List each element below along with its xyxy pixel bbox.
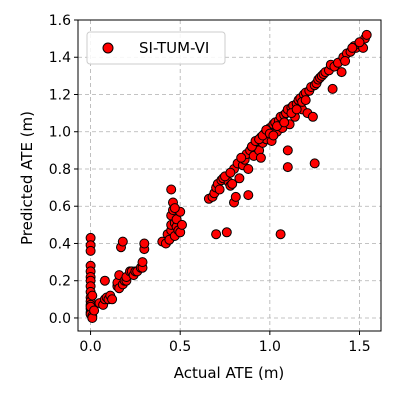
- data-point: [309, 158, 320, 169]
- data-point: [300, 95, 311, 106]
- data-point: [307, 111, 318, 122]
- data-point: [107, 294, 118, 305]
- data-point: [89, 305, 100, 316]
- x-tick-label: 1.5: [348, 339, 370, 355]
- legend-marker: [102, 42, 114, 54]
- data-point: [117, 236, 128, 247]
- data-point: [137, 257, 148, 268]
- data-point: [282, 162, 293, 173]
- x-tick-label: 0.5: [169, 339, 191, 355]
- x-axis-label: Actual ATE (m): [174, 364, 285, 382]
- data-point: [139, 238, 150, 249]
- legend-box: [86, 31, 226, 65]
- y-axis-label: Predicted ATE (m): [18, 111, 36, 245]
- data-point: [243, 164, 254, 174]
- data-point: [87, 290, 98, 301]
- plot-frame: [77, 19, 382, 332]
- y-tick-label: 0.0: [49, 311, 71, 327]
- data-point: [347, 42, 358, 53]
- x-tick-label: 0.0: [79, 339, 101, 355]
- data-point: [275, 229, 286, 240]
- data-points: [85, 29, 372, 323]
- data-point: [327, 83, 338, 94]
- y-tick-label: 1.4: [49, 50, 71, 66]
- data-point: [255, 152, 266, 163]
- data-point: [99, 275, 110, 286]
- axis-ticks: 0.0 0.5 1.0 1.5 0.0 0.2 0.4 0.6 0.8 1.0 1.2 1.4 1.6: [49, 13, 371, 355]
- data-point: [227, 178, 238, 189]
- y-tick-label: 1.2: [49, 87, 71, 103]
- x-tick-label: 1.0: [259, 339, 281, 355]
- data-point: [234, 173, 245, 184]
- y-tick-label: 0.4: [49, 236, 71, 252]
- y-tick-label: 0.6: [49, 199, 71, 215]
- data-point: [166, 184, 177, 195]
- data-point: [236, 152, 247, 163]
- data-point: [361, 29, 372, 40]
- data-point: [268, 130, 279, 141]
- data-point: [336, 67, 347, 78]
- data-point: [211, 229, 222, 240]
- legend: SI-TUM-VI: [86, 31, 226, 65]
- legend-label: SI-TUM-VI: [139, 39, 209, 57]
- data-point: [340, 56, 351, 66]
- data-point: [279, 117, 290, 128]
- data-point: [177, 219, 187, 230]
- data-point: [85, 245, 96, 256]
- y-tick-label: 1.0: [49, 125, 71, 141]
- y-tick-label: 0.8: [49, 162, 71, 178]
- data-point: [291, 104, 302, 115]
- data-point: [230, 191, 241, 202]
- data-point: [221, 227, 232, 238]
- data-point: [169, 203, 180, 214]
- data-point: [225, 167, 236, 178]
- y-tick-label: 0.2: [49, 274, 71, 290]
- data-point: [214, 184, 225, 195]
- y-tick-label: 1.6: [49, 13, 71, 29]
- data-point: [282, 145, 293, 156]
- data-point: [243, 190, 254, 201]
- data-point: [354, 37, 365, 48]
